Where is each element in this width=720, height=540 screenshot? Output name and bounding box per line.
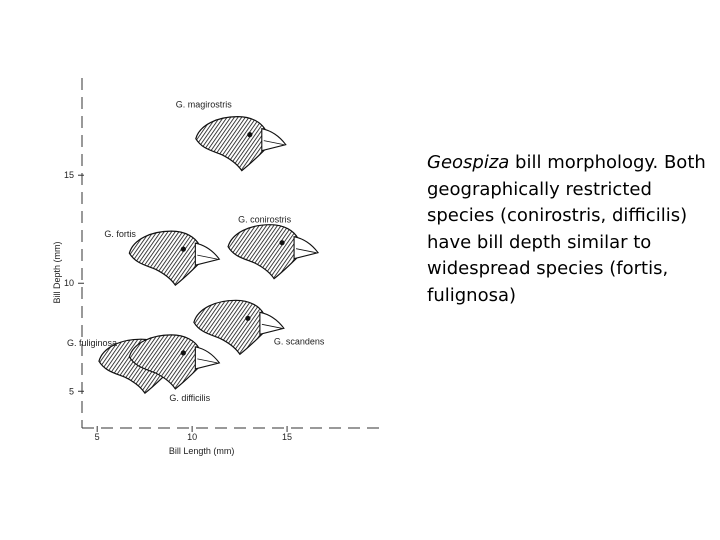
species-label-4: G. fuliginosa [67, 338, 117, 348]
eye [247, 132, 253, 138]
finch-head-5 [128, 334, 221, 390]
beak [293, 236, 320, 260]
finch-head-2 [128, 230, 221, 287]
caption-genus: Geospiza [427, 152, 510, 173]
species-label-3: G. scandens [274, 336, 325, 346]
species-label-2: G. fortis [104, 229, 136, 239]
finch-head-0 [195, 116, 287, 172]
eye [180, 246, 186, 252]
beak-line [263, 140, 284, 146]
beak-line [295, 248, 317, 254]
caption-text: bill morphology. Both geographically res… [427, 152, 706, 306]
eye [279, 240, 285, 246]
beak-line [197, 254, 218, 260]
x-tick-label: 5 [95, 432, 100, 442]
finch-head-1 [227, 224, 320, 280]
caption: Geospiza bill morphology. Both geographi… [427, 150, 712, 309]
x-axis-title: Bill Length (mm) [169, 446, 235, 456]
y-axis-title: Bill Depth (mm) [52, 241, 62, 303]
x-tick-label: 10 [187, 432, 197, 442]
y-tick-label: 15 [64, 170, 74, 180]
beak [259, 311, 285, 336]
beak-line [197, 358, 218, 364]
beak [261, 127, 287, 152]
finch-head-3 [193, 299, 285, 356]
beak [194, 346, 221, 370]
x-tick-label: 15 [282, 432, 292, 442]
caption-paragraph: Geospiza bill morphology. Both geographi… [427, 150, 712, 309]
beak [194, 242, 221, 266]
eye [245, 315, 251, 321]
species-label-0: G. magirostris [176, 100, 233, 110]
species-label-5: G. difficilis [169, 393, 210, 403]
species-label-1: G. conirostris [238, 215, 292, 225]
y-tick-label: 5 [69, 386, 74, 396]
eye [180, 350, 186, 356]
y-tick-label: 10 [64, 278, 74, 288]
beak-line [261, 323, 282, 329]
